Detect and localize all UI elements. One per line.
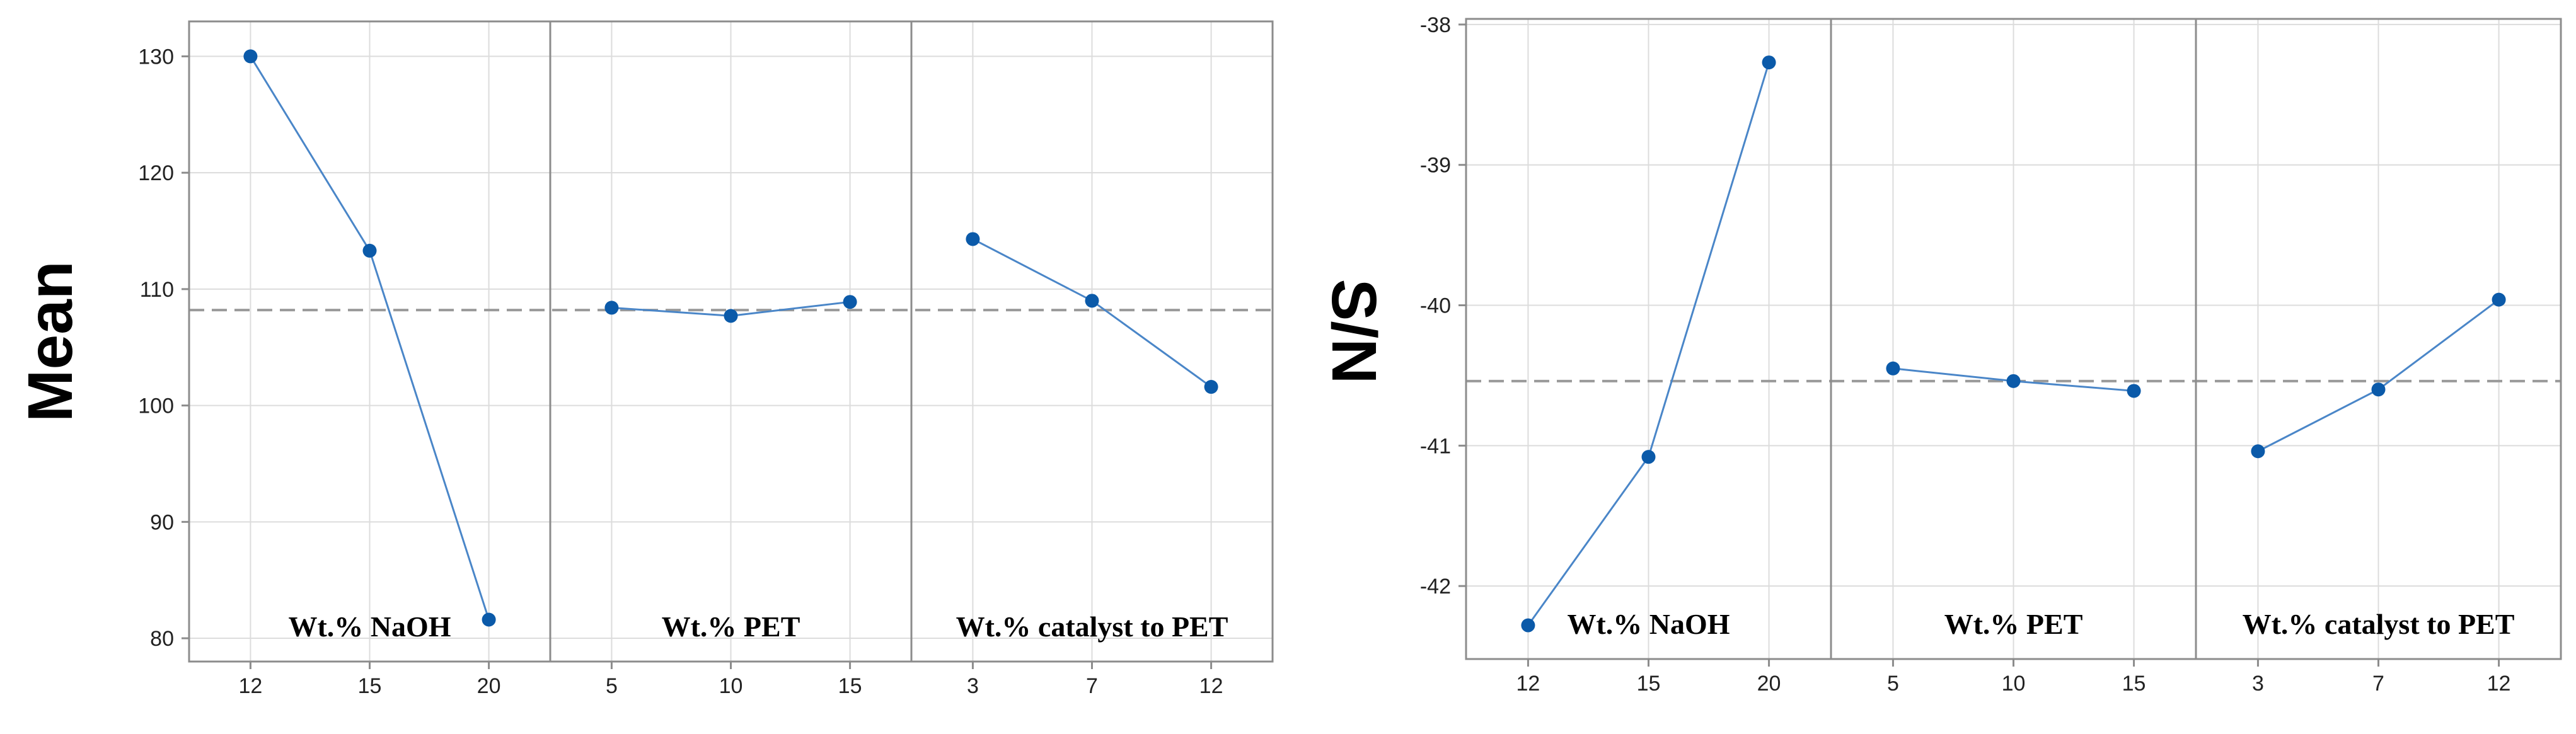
x-tick-label: 12 [1516, 672, 1540, 696]
data-point [1886, 361, 1900, 376]
y-tick-label: 110 [140, 278, 174, 302]
x-tick-label: 12 [1199, 674, 1223, 698]
y-tick-label: -41 [1420, 434, 1451, 458]
data-point [2371, 382, 2386, 397]
data-point [1762, 55, 1776, 70]
x-tick-label: 5 [1887, 672, 1899, 696]
factor-label: Wt.% NaOH [288, 611, 451, 643]
data-point [243, 49, 258, 64]
data-point [482, 612, 496, 627]
data-point [1521, 618, 1535, 633]
x-tick-label: 12 [238, 674, 262, 698]
chart-1: 80 90 100 110 120 130 12 15 20 Wt.% NaOH 5 10 15 Wt.%… [15, 20, 1274, 698]
x-tick-label: 3 [2252, 672, 2264, 696]
x-tick-label: 7 [2372, 672, 2384, 696]
y-tick-label: -42 [1420, 575, 1451, 599]
x-tick-label: 3 [967, 674, 979, 698]
data-point [2006, 374, 2021, 388]
y-tick-label: -40 [1420, 294, 1451, 318]
factor-label: Wt.% catalyst to PET [2243, 608, 2515, 640]
x-tick-label: 5 [606, 674, 618, 698]
x-tick-label: 15 [838, 674, 862, 698]
y-axis-title: Mean [15, 261, 86, 422]
data-point [2127, 384, 2141, 398]
y-tick-label: 130 [138, 45, 174, 69]
factor-label: Wt.% NaOH [1567, 608, 1730, 640]
data-point [1204, 380, 1218, 394]
x-tick-label: 15 [2122, 672, 2146, 696]
chart-2: -42 -41 -40 -39 -38 12 15 20 Wt.% NaOH 5 10 15 Wt.% … [1319, 13, 2562, 696]
x-tick-label: 10 [719, 674, 743, 698]
x-tick-label: 12 [2487, 672, 2511, 696]
data-point [362, 243, 377, 258]
factor-label: Wt.% PET [662, 611, 800, 643]
data-point [2492, 292, 2506, 307]
x-tick-label: 7 [1086, 674, 1098, 698]
x-tick-label: 20 [1757, 672, 1781, 696]
y-tick-label: 120 [138, 161, 174, 185]
x-tick-label: 20 [477, 674, 501, 698]
y-tick-label: -39 [1420, 154, 1451, 178]
y-axis-title: S/N [1319, 279, 1389, 384]
y-tick-label: 90 [150, 510, 174, 534]
data-point [966, 232, 980, 246]
x-tick-label: 15 [358, 674, 382, 698]
y-tick-label: 100 [138, 394, 174, 418]
factor-label: Wt.% PET [1944, 608, 2083, 640]
factor-label: Wt.% catalyst to PET [956, 611, 1228, 643]
data-point [843, 295, 857, 309]
x-tick-label: 15 [1637, 672, 1661, 696]
y-tick-label: -38 [1420, 13, 1451, 37]
data-point [1085, 294, 1099, 308]
data-point [604, 301, 619, 315]
y-tick-label: 80 [150, 627, 174, 651]
data-point [1641, 450, 1656, 464]
x-tick-label: 10 [2002, 672, 2026, 696]
data-point [724, 309, 738, 323]
data-point [2251, 444, 2265, 459]
